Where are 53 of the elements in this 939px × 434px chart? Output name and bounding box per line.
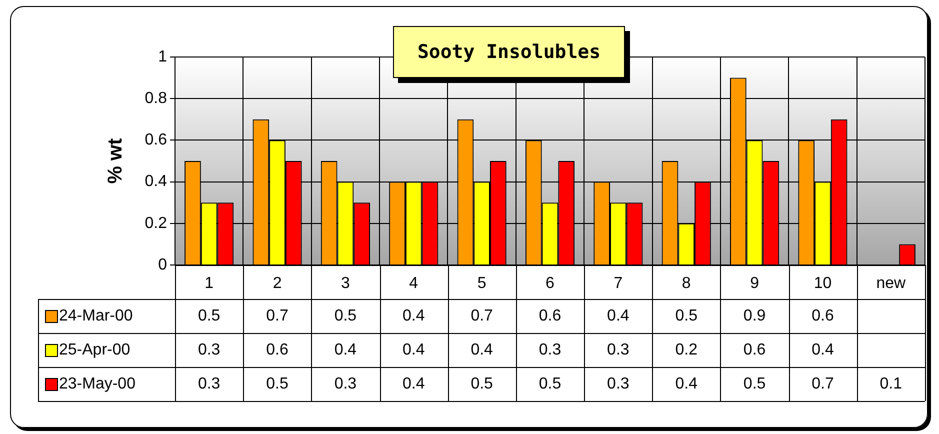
- x-tick-label: 4: [409, 275, 418, 292]
- x-tick-label: 6: [546, 275, 555, 292]
- y-tick-label: 0.2: [144, 214, 168, 232]
- data-label: 0.3: [538, 341, 562, 358]
- data-label: 0.6: [743, 341, 766, 358]
- y-tick-label: 0: [158, 256, 168, 274]
- y-axis-title: % wt: [104, 138, 127, 184]
- data-label: 0.4: [334, 341, 357, 358]
- data-label: 0.4: [470, 341, 494, 358]
- data-label: 0.3: [198, 375, 220, 392]
- data-label: 0.7: [470, 307, 494, 324]
- x-tick-label: 10: [814, 275, 832, 292]
- data-label: 0.4: [812, 341, 834, 358]
- data-label: 0.4: [402, 307, 425, 324]
- data-label: 0.3: [607, 341, 630, 358]
- data-label: 0.3: [198, 341, 220, 358]
- data-label: 0.6: [266, 341, 288, 358]
- data-label: 0.5: [743, 375, 766, 392]
- data-label: 0.4: [402, 375, 425, 392]
- data-label: 0.5: [198, 307, 220, 324]
- y-tick-label: 0.4: [144, 173, 168, 190]
- data-label: 0.9: [743, 307, 766, 324]
- data-label: 0.5: [538, 375, 562, 392]
- x-tick-label: 7: [614, 275, 623, 292]
- x-tick-label: 8: [682, 275, 691, 292]
- x-tick-label: 3: [341, 275, 350, 292]
- data-label: 0.6: [812, 307, 834, 324]
- data-label: 0.5: [334, 307, 357, 324]
- data-label: 0.5: [675, 307, 698, 324]
- x-tick-label: 1: [204, 275, 214, 292]
- data-label: 0.6: [538, 307, 562, 324]
- data-label: 0.4: [675, 375, 698, 392]
- data-label: 0.3: [607, 375, 630, 392]
- x-tick-label: 5: [477, 275, 486, 292]
- data-label: 0.5: [266, 375, 288, 392]
- data-label: 0.4: [402, 341, 425, 358]
- chart-title: Sooty Insolubles: [393, 26, 625, 78]
- data-label: 0.7: [266, 307, 288, 324]
- data-label: 0.7: [812, 375, 834, 392]
- x-tick-label: 2: [272, 275, 282, 292]
- x-tick-label: 9: [750, 275, 760, 292]
- data-label: 0.5: [470, 375, 494, 392]
- y-tick-label: 0.8: [144, 90, 168, 108]
- data-label: 0.4: [607, 307, 630, 324]
- data-label: 0.3: [334, 375, 357, 392]
- data-label: 0.1: [880, 375, 902, 392]
- x-tick-label: new: [876, 275, 906, 292]
- legend-label: 23-May-00: [59, 375, 136, 392]
- legend-label: 25-Apr-00: [59, 341, 130, 358]
- y-tick-label: 1: [158, 48, 168, 66]
- y-tick-label: 0.6: [144, 132, 168, 149]
- data-label: 0.2: [675, 341, 698, 358]
- legend-label: 24-Mar-00: [59, 307, 133, 324]
